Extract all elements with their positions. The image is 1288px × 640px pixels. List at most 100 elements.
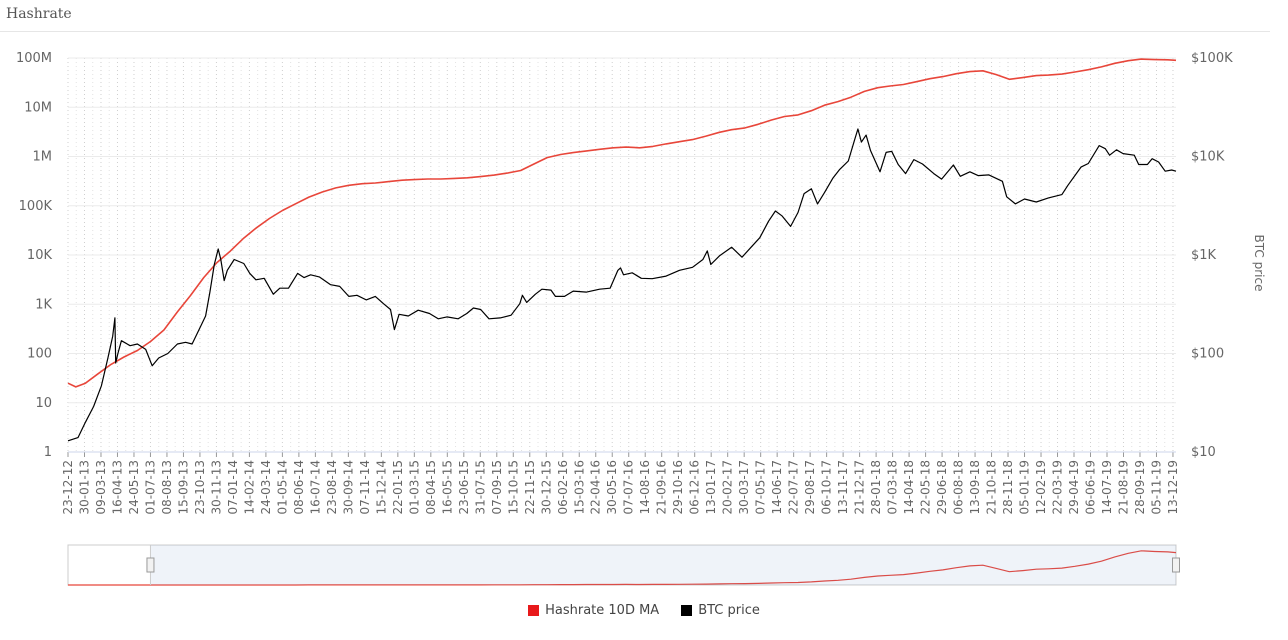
- series-line-hashrate: [67, 58, 1177, 388]
- x-tick-label: 23-06-15: [457, 460, 471, 514]
- x-tick-label: 22-03-19: [1051, 460, 1065, 514]
- navigator-handle-right[interactable]: [1172, 557, 1180, 573]
- x-tick-label: 15-12-14: [374, 460, 388, 514]
- x-tick-label: 01-05-14: [275, 460, 289, 514]
- x-tick-label: 06-02-16: [556, 460, 570, 514]
- hashrate-chart: 23-12-12 30-01-13 09-03-13 16-04-13 24-05-13…: [16, 51, 1266, 586]
- x-tick-label: 06-08-18: [952, 460, 966, 514]
- legend-label-btc-price: BTC price: [698, 602, 760, 618]
- x-tick-label: 30-03-17: [737, 460, 751, 514]
- x-tick-label: 14-06-17: [770, 460, 784, 514]
- legend-swatch-btc-price: [681, 604, 693, 616]
- x-tick-label: 13-01-17: [704, 460, 718, 514]
- x-tick-label: 22-11-15: [523, 460, 537, 514]
- series-line-btc-price: [67, 128, 1177, 442]
- x-tick-label: 01-03-15: [407, 460, 421, 514]
- x-tick-label: 16-07-14: [308, 460, 322, 514]
- x-tick-label: 07-11-14: [358, 460, 372, 514]
- x-tick-label: 13-12-19: [1166, 460, 1180, 514]
- chart-title: Hashrate: [6, 6, 72, 22]
- navigator-series-line: [68, 550, 1177, 586]
- y-right-tick-label: $100K: [1191, 51, 1233, 66]
- x-tick-label: 30-05-16: [605, 460, 619, 514]
- y-left-tick-label: 100K: [19, 199, 53, 214]
- x-tick-label: 29-08-17: [803, 460, 817, 514]
- y-right-tick-label: $10: [1191, 445, 1216, 460]
- x-tick-label: 07-07-16: [622, 460, 636, 514]
- x-tick-label: 14-04-18: [902, 460, 916, 514]
- y-left-tick-label: 10M: [24, 100, 52, 115]
- x-tick-label: 12-02-19: [1034, 460, 1048, 514]
- grid-layer: [67, 57, 1176, 453]
- x-tick-label: 29-06-18: [935, 460, 949, 514]
- x-tick-label: 30-12-15: [539, 460, 553, 514]
- navigator-handle-left[interactable]: [146, 557, 155, 573]
- x-tick-label: 21-09-16: [655, 460, 669, 514]
- x-tick-label: 31-07-15: [473, 460, 487, 514]
- y-left-tick-label: 100: [27, 347, 52, 362]
- x-tick-label: 22-01-15: [391, 460, 405, 514]
- y-right-tick-label: $100: [1191, 347, 1224, 362]
- y-left-tick-label: 10K: [27, 248, 53, 263]
- y-left-tick-label: 10: [35, 396, 52, 411]
- x-tick-label: 23-08-14: [325, 460, 339, 514]
- legend-item-hashrate[interactable]: Hashrate 10D MA: [528, 600, 659, 620]
- y-right-tick-label: $1K: [1191, 248, 1217, 263]
- x-tick-label: 28-11-18: [1001, 460, 1015, 514]
- x-tick-label: 28-01-18: [869, 460, 883, 514]
- x-tick-label: 06-06-19: [1084, 460, 1098, 514]
- x-tick-label: 14-07-19: [1100, 460, 1114, 514]
- x-tick-label: 23-12-12: [61, 460, 75, 514]
- series-layer: [67, 58, 1177, 442]
- x-tick-label: 13-11-17: [836, 460, 850, 514]
- x-tick-label: 23-10-13: [193, 460, 207, 514]
- x-tick-label: 06-12-16: [688, 460, 702, 514]
- x-tick-label: 20-02-17: [721, 460, 735, 514]
- y-left-tick-label: 100M: [16, 51, 52, 66]
- x-tick-label: 07-01-14: [226, 460, 240, 514]
- x-tick-label: 22-07-17: [787, 460, 801, 514]
- x-tick-label: 15-09-13: [176, 460, 190, 514]
- x-tick-label: 15-10-15: [506, 460, 520, 514]
- legend-item-btc-price[interactable]: BTC price: [681, 600, 760, 620]
- x-tick-label: 05-11-19: [1149, 460, 1163, 514]
- x-tick-label: 08-06-14: [292, 460, 306, 514]
- x-tick-label: 22-04-16: [589, 460, 603, 514]
- x-tick-label: 30-09-14: [341, 460, 355, 514]
- x-tick-label: 14-08-16: [638, 460, 652, 514]
- x-tick-label: 09-03-13: [94, 460, 108, 514]
- y-left-tick-label: 1M: [33, 150, 53, 165]
- x-tick-label: 07-03-18: [886, 460, 900, 514]
- x-tick-label: 16-04-13: [110, 460, 124, 514]
- x-tick-label: 21-10-18: [985, 460, 999, 514]
- title-divider: [0, 31, 1270, 32]
- legend-swatch-hashrate: [528, 604, 540, 616]
- x-tick-label: 07-05-17: [754, 460, 768, 514]
- navigator: [67, 544, 1180, 586]
- navigator-selection[interactable]: [150, 545, 1177, 585]
- x-tick-label: 13-09-18: [968, 460, 982, 514]
- x-tick-label: 30-11-13: [209, 460, 223, 514]
- x-tick-label: 30-01-13: [77, 460, 91, 514]
- x-tick-label: 24-05-13: [127, 460, 141, 514]
- x-tick-label: 21-12-17: [853, 460, 867, 514]
- y-right-axis-title: BTC price: [1252, 235, 1266, 292]
- y-left-tick-label: 1: [44, 445, 52, 460]
- x-tick-label: 28-09-19: [1133, 460, 1147, 514]
- axis-layer: 23-12-12 30-01-13 09-03-13 16-04-13 24-05-13…: [16, 51, 1266, 514]
- x-tick-label: 14-02-14: [242, 460, 256, 514]
- x-tick-label: 29-10-16: [671, 460, 685, 514]
- x-tick-label: 07-09-15: [490, 460, 504, 514]
- legend: Hashrate 10D MA BTC price: [0, 600, 1288, 620]
- x-tick-label: 01-07-13: [143, 460, 157, 514]
- legend-label-hashrate: Hashrate 10D MA: [545, 602, 660, 618]
- x-tick-label: 05-01-19: [1018, 460, 1032, 514]
- x-tick-label: 08-04-15: [424, 460, 438, 514]
- x-tick-label: 08-08-13: [160, 460, 174, 514]
- x-tick-label: 16-05-15: [440, 460, 454, 514]
- x-tick-label: 22-05-18: [919, 460, 933, 514]
- x-tick-label: 21-08-19: [1116, 460, 1130, 514]
- x-tick-label: 15-03-16: [572, 460, 586, 514]
- x-tick-label: 29-04-19: [1067, 460, 1081, 514]
- y-right-tick-label: $10K: [1191, 150, 1225, 165]
